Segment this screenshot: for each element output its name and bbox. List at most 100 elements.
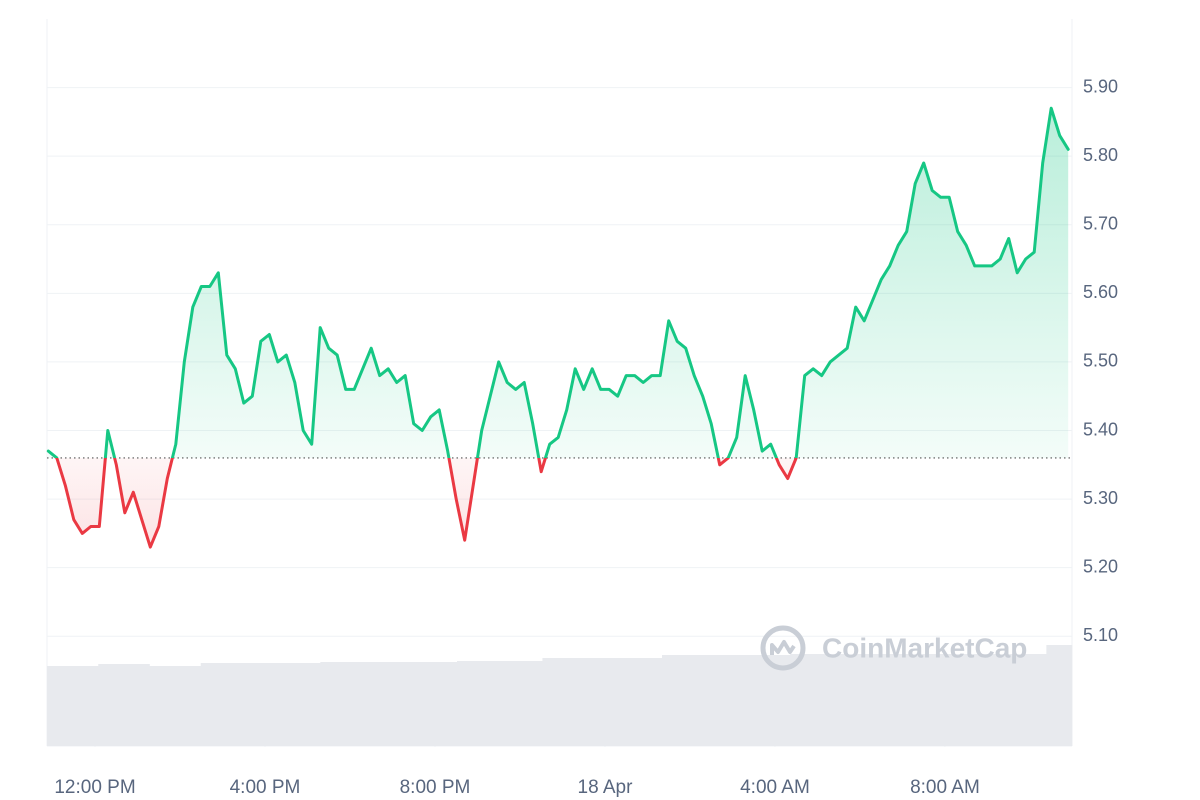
volume-bar [166, 666, 176, 746]
volume-bar [140, 664, 150, 746]
volume-bar [918, 654, 928, 746]
volume-bar [721, 655, 731, 746]
volume-bar [926, 654, 936, 746]
y-tick-label: 5.90 [1083, 76, 1118, 96]
volume-bar [832, 654, 842, 746]
volume-bar [64, 666, 73, 746]
volume-bar [106, 664, 116, 746]
volume-bar [670, 655, 680, 746]
volume-bar [550, 658, 560, 746]
volume-bar [1054, 645, 1064, 746]
volume-bar [183, 666, 193, 746]
volume-bar [986, 654, 996, 746]
volume-bar [98, 664, 108, 746]
volume-bar [397, 662, 407, 746]
x-tick-label: 12:00 PM [54, 777, 135, 798]
volume-bar [448, 662, 458, 746]
volume-bar [200, 663, 210, 746]
volume-bar [935, 654, 945, 746]
volume-bar [414, 662, 424, 746]
volume-bar [713, 655, 723, 746]
volume-bar [311, 663, 321, 746]
volume-bar [405, 662, 415, 746]
volume-bar [422, 662, 432, 746]
volume-bar [491, 661, 501, 746]
volume-bar [158, 666, 167, 746]
volume-bar [952, 654, 962, 746]
volume-bar [260, 663, 270, 746]
volume-bar [815, 654, 825, 746]
volume-bar [1063, 645, 1073, 746]
volume-bar [47, 666, 56, 746]
volume-bar [345, 662, 355, 746]
y-tick-label: 5.60 [1083, 282, 1118, 302]
volume-bar [243, 663, 253, 746]
volume-bar [1003, 654, 1013, 746]
volume-bar [217, 663, 227, 746]
volume-bar [474, 661, 483, 746]
y-tick-label: 5.40 [1083, 419, 1118, 439]
volume-bar [380, 662, 389, 746]
volume-bar [303, 663, 313, 746]
volume-bar [884, 654, 893, 746]
volume-bar [192, 666, 202, 746]
volume-bar [499, 661, 509, 746]
volume-bar [892, 654, 902, 746]
volume-bar [568, 658, 577, 746]
volume-bar [602, 658, 612, 746]
volume-bar [943, 654, 953, 746]
x-tick-label: 8:00 PM [400, 777, 471, 798]
volume-bar [81, 666, 91, 746]
volume-bar [175, 666, 184, 746]
volume-bar [662, 655, 671, 746]
volume-bar [738, 655, 748, 746]
volume-bar [149, 666, 159, 746]
y-tick-label: 5.80 [1083, 145, 1118, 165]
volume-bar [89, 666, 99, 746]
volume-bar [234, 663, 244, 746]
x-tick-label: 4:00 PM [230, 777, 301, 798]
volume-bar [269, 663, 278, 746]
volume-bar [798, 654, 808, 746]
volume-bar [465, 661, 475, 746]
volume-bar [1037, 654, 1047, 746]
volume-bar [277, 663, 287, 746]
volume-bar [508, 661, 518, 746]
volume-bar [1012, 654, 1022, 746]
volume-bar [969, 654, 979, 746]
volume-bar [252, 663, 261, 746]
volume-bar [337, 662, 347, 746]
volume-bar [209, 663, 219, 746]
volume-bar [542, 658, 552, 746]
volume-bar [593, 658, 603, 746]
volume-bar [849, 654, 859, 746]
y-tick-label: 5.10 [1083, 625, 1118, 645]
volume-bar [294, 663, 304, 746]
volume-bar [704, 655, 714, 746]
volume-bar [132, 664, 142, 746]
volume-bar [807, 654, 817, 746]
x-tick-label: 8:00 AM [910, 777, 980, 798]
volume-bar [679, 655, 688, 746]
volume-bar [867, 654, 876, 746]
volume-bar [1029, 654, 1039, 746]
volume-bar [55, 666, 65, 746]
volume-bar [841, 654, 851, 746]
volume-bar [781, 655, 791, 746]
y-tick-label: 5.30 [1083, 488, 1118, 508]
volume-bar [627, 658, 637, 746]
volume-bar [439, 662, 449, 746]
volume-bar [516, 661, 526, 746]
volume-bar [978, 654, 987, 746]
volume-bar [995, 654, 1004, 746]
volume-bar [115, 664, 125, 746]
volume-bar [328, 662, 338, 746]
volume-bar [773, 655, 782, 746]
y-tick-label: 5.70 [1083, 214, 1118, 234]
x-tick-label: 4:00 AM [740, 777, 810, 798]
area-fill [48, 108, 1069, 548]
volume-bar [72, 666, 82, 746]
volume-bar [875, 654, 885, 746]
volume-bar [610, 658, 620, 746]
volume-bar [755, 655, 765, 746]
